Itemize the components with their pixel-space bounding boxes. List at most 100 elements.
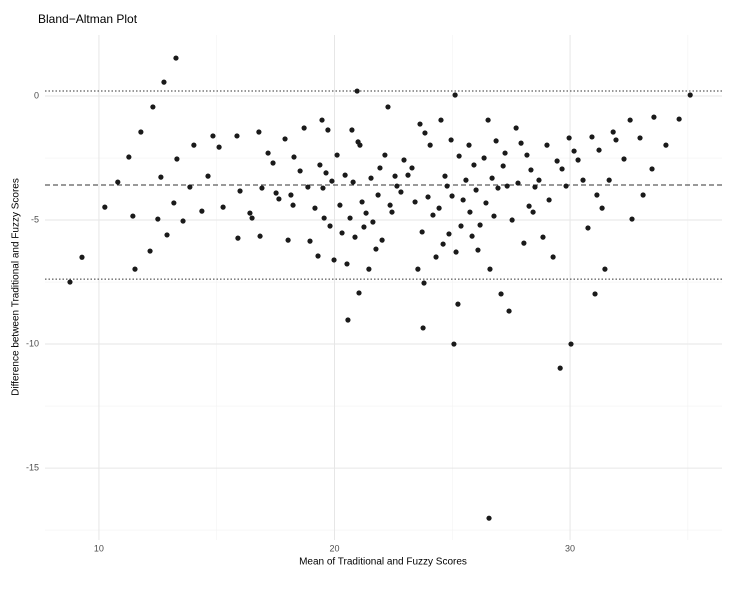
point: [373, 246, 379, 252]
point: [385, 104, 391, 110]
point: [495, 185, 501, 191]
point: [485, 117, 491, 123]
point: [513, 125, 519, 131]
point: [449, 193, 455, 199]
point: [387, 202, 393, 208]
point: [216, 144, 222, 150]
point: [592, 291, 598, 297]
point: [602, 266, 608, 272]
point: [557, 365, 563, 371]
point: [491, 213, 497, 219]
x-tick-label: 20: [329, 543, 339, 553]
point: [440, 241, 446, 247]
point: [155, 216, 161, 222]
x-tick-label: 30: [565, 543, 575, 553]
point: [350, 179, 356, 185]
point: [347, 215, 353, 221]
point: [102, 204, 108, 210]
point: [546, 197, 552, 203]
point: [575, 157, 581, 163]
point: [518, 140, 524, 146]
point: [290, 202, 296, 208]
point: [321, 215, 327, 221]
point: [401, 157, 407, 163]
point: [417, 121, 423, 127]
point: [506, 308, 512, 314]
point: [444, 183, 450, 189]
point: [504, 183, 510, 189]
point: [398, 189, 404, 195]
point: [544, 142, 550, 148]
point: [427, 142, 433, 148]
point: [273, 190, 279, 196]
point: [477, 222, 483, 228]
point: [409, 165, 415, 171]
point: [191, 142, 197, 148]
point: [676, 116, 682, 122]
point: [349, 127, 355, 133]
point: [307, 238, 313, 244]
y-tick-label: -10: [26, 338, 39, 348]
point: [530, 209, 536, 215]
point: [550, 254, 556, 260]
point: [526, 203, 532, 209]
point: [67, 279, 73, 285]
point: [171, 200, 177, 206]
point: [412, 199, 418, 205]
point: [331, 257, 337, 263]
point: [285, 237, 291, 243]
point: [363, 210, 369, 216]
point: [640, 192, 646, 198]
point: [161, 79, 167, 85]
point: [394, 183, 400, 189]
point: [315, 253, 321, 259]
point: [540, 234, 546, 240]
point: [126, 154, 132, 160]
point: [568, 341, 574, 347]
point: [247, 210, 253, 216]
point: [637, 135, 643, 141]
point: [448, 137, 454, 143]
point: [150, 104, 156, 110]
point: [342, 172, 348, 178]
point: [187, 184, 193, 190]
y-axis-title: Difference between Traditional and Fuzzy…: [11, 178, 22, 396]
point: [455, 301, 461, 307]
point: [554, 158, 560, 164]
point: [382, 152, 388, 158]
point: [599, 205, 605, 211]
point: [596, 147, 602, 153]
point: [220, 204, 226, 210]
point: [471, 162, 477, 168]
point: [320, 185, 326, 191]
point: [325, 127, 331, 133]
point: [467, 209, 473, 215]
point: [147, 248, 153, 254]
point: [589, 134, 595, 140]
point: [305, 184, 311, 190]
point: [356, 290, 362, 296]
point: [368, 175, 374, 181]
point: [621, 156, 627, 162]
point: [663, 142, 669, 148]
point: [629, 216, 635, 222]
point: [180, 218, 186, 224]
point: [174, 156, 180, 162]
point: [164, 232, 170, 238]
point: [651, 114, 657, 120]
point: [436, 205, 442, 211]
point: [357, 142, 363, 148]
point: [352, 234, 358, 240]
point: [337, 202, 343, 208]
y-tick-label: -5: [31, 214, 39, 224]
point: [210, 133, 216, 139]
point: [500, 163, 506, 169]
point: [566, 135, 572, 141]
point: [79, 254, 85, 260]
point: [456, 153, 462, 159]
point: [481, 155, 487, 161]
point: [487, 266, 493, 272]
point: [469, 233, 475, 239]
point: [354, 88, 360, 94]
point: [173, 55, 179, 61]
